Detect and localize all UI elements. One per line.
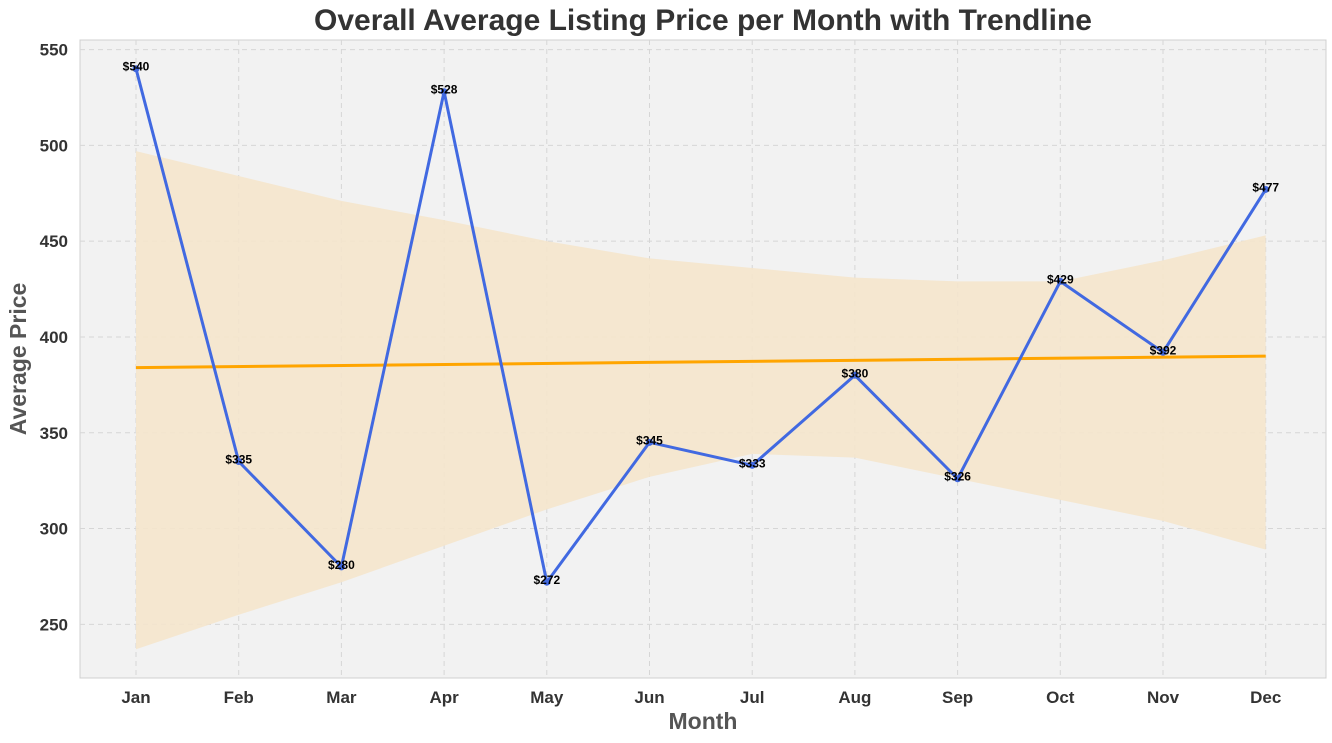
data-label: $540: [123, 60, 150, 74]
x-tick-label: Sep: [942, 688, 973, 707]
data-label: $477: [1252, 180, 1279, 194]
series-line: [134, 68, 1267, 584]
y-tick-label: 400: [40, 328, 68, 347]
series-group: [132, 65, 1270, 586]
x-tick-label: Feb: [224, 688, 254, 707]
data-point: [748, 461, 756, 469]
y-tick-label: 350: [40, 424, 68, 443]
data-point: [646, 438, 653, 446]
y-tick-label: 550: [40, 41, 68, 60]
data-point: [543, 578, 551, 586]
x-ticks: Jan Feb Mar Apr May Jun Jul Aug Sep Oct Nov Dec: [121, 688, 1281, 707]
y-tick-label: 500: [40, 136, 68, 155]
data-point: [1159, 348, 1167, 356]
x-tick-label: Aug: [838, 688, 871, 707]
x-tick-label: Apr: [429, 688, 459, 707]
trendline: [135, 354, 1266, 370]
y-tick-label: 300: [40, 520, 68, 539]
x-tick-label: Jun: [634, 688, 664, 707]
confidence-band-area: [136, 151, 1266, 650]
data-point: [337, 563, 345, 571]
data-point: [851, 371, 859, 379]
data-point: [132, 65, 140, 73]
data-label: $380: [842, 366, 869, 380]
chart-title: Overall Average Listing Price per Month …: [314, 4, 1092, 37]
data-label: $429: [1047, 272, 1074, 286]
x-tick-label: Nov: [1147, 688, 1180, 707]
x-axis-label: Month: [669, 708, 738, 734]
data-label: $528: [431, 83, 458, 97]
data-point: [235, 458, 243, 466]
data-label: $272: [533, 573, 560, 587]
x-tick-label: Mar: [326, 688, 357, 707]
data-point: [440, 88, 448, 96]
x-tick-label: Jul: [740, 688, 765, 707]
y-ticks: 250 300 350 400 450 500 550: [40, 41, 68, 635]
trendline-group: [135, 354, 1266, 370]
data-label: $280: [328, 558, 355, 572]
data-label: $345: [636, 433, 663, 447]
x-tick-label: Jan: [121, 688, 150, 707]
y-tick-label: 250: [40, 615, 68, 634]
data-point: [1056, 277, 1064, 285]
x-tick-label: Dec: [1250, 688, 1281, 707]
data-label: $326: [944, 470, 971, 484]
confidence-band: [136, 151, 1266, 650]
data-label: $392: [1150, 343, 1177, 357]
data-label: $335: [225, 453, 252, 467]
data-label: $333: [739, 456, 766, 470]
x-tick-label: May: [530, 688, 564, 707]
data-point: [954, 475, 962, 483]
y-axis-label: Average Price: [5, 283, 31, 436]
data-point: [1262, 185, 1270, 193]
data-labels: $540 $335 $280 $528 $272 $345 $333 $380 $326 $429…: [123, 60, 1280, 587]
y-tick-label: 450: [40, 232, 68, 251]
x-tick-label: Oct: [1046, 688, 1075, 707]
